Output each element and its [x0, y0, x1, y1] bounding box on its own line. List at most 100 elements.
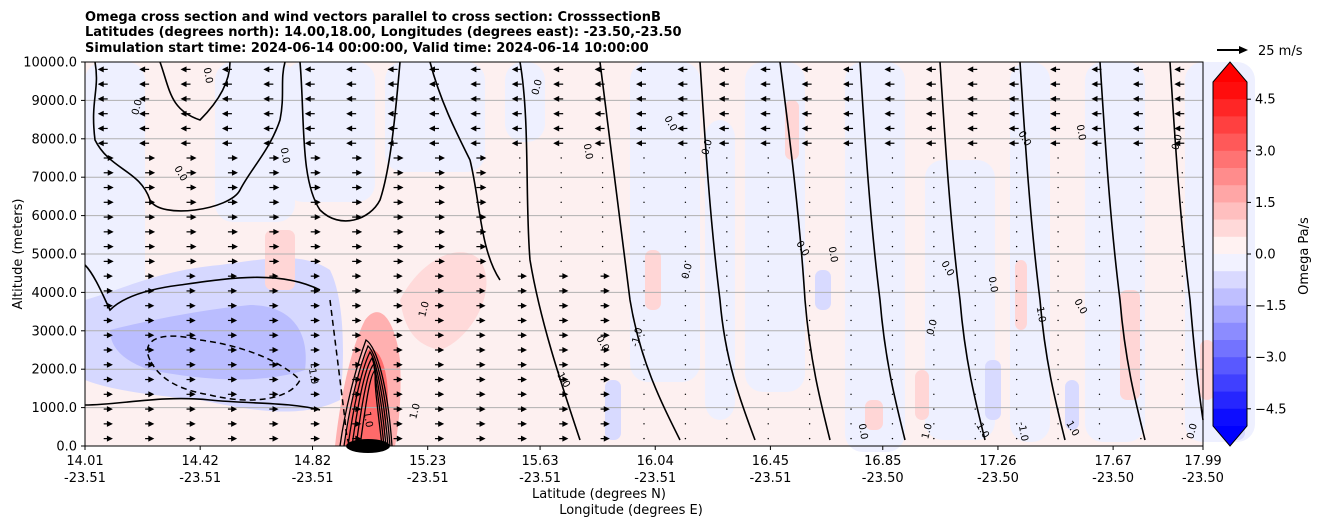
wind-vector	[313, 376, 320, 383]
wind-vector	[479, 273, 486, 280]
wind-vector	[603, 361, 610, 368]
wind-vector	[346, 81, 353, 88]
wind-vector	[684, 216, 687, 218]
y-tick-label: 9000.0	[32, 94, 78, 109]
wind-vector	[1140, 304, 1142, 307]
colorbar-swatch	[1213, 305, 1247, 324]
wind-vector	[1140, 393, 1142, 396]
wind-vector	[149, 258, 156, 265]
wind-vector	[967, 95, 974, 102]
x-axis: 14.01 -23.51 14.42 -23.51 14.82 -23.51 15.23 -2…	[64, 446, 1224, 486]
wind-vector	[97, 95, 104, 102]
x-tick-label-latitude: 16.45	[752, 454, 789, 469]
omega-positive-patch	[915, 370, 929, 420]
wind-vector	[767, 304, 769, 307]
wind-vector	[726, 423, 728, 425]
wind-vector	[221, 95, 228, 102]
wind-vector	[843, 81, 850, 88]
colorbar-swatch	[1213, 271, 1247, 289]
wind-vector	[974, 437, 976, 440]
x-tick-label-longitude: -23.50	[862, 471, 904, 486]
wind-vector	[1140, 319, 1142, 322]
wind-vector	[718, 125, 725, 132]
wind-vector	[273, 228, 280, 235]
wind-vector	[891, 408, 894, 410]
wind-vector	[684, 172, 687, 174]
wind-vector	[636, 66, 642, 73]
wind-vector	[850, 378, 852, 381]
wind-vector	[148, 287, 155, 294]
wind-vector	[148, 361, 155, 368]
wind-vector	[231, 184, 238, 191]
omega-contour-line	[699, 61, 756, 441]
wind-vector	[808, 349, 811, 351]
wind-vector	[560, 260, 562, 263]
wind-vector	[272, 391, 279, 398]
x-tick-label-longitude: -23.51	[519, 471, 561, 486]
wind-vector	[767, 437, 769, 440]
x-tick-label-longitude: -23.50	[1182, 471, 1224, 486]
wind-vector	[356, 243, 363, 250]
wind-vector	[726, 231, 728, 233]
wind-vector	[139, 95, 146, 102]
wind-vector	[933, 216, 935, 218]
wind-vector	[107, 184, 114, 191]
wind-vector	[189, 420, 196, 427]
x-tick-label-latitude: 14.01	[66, 454, 103, 469]
wind-vector	[387, 110, 394, 117]
wind-vector	[396, 347, 403, 353]
wind-vector	[1174, 140, 1181, 147]
wind-vector	[313, 347, 320, 353]
wind-vector	[718, 66, 725, 73]
wind-vector	[519, 172, 521, 174]
wind-vector	[396, 420, 403, 427]
wind-vector	[189, 376, 196, 383]
colorbar-swatch	[1213, 133, 1247, 152]
wind-vector	[843, 66, 850, 73]
wind-vector	[1140, 201, 1142, 204]
wind-vector	[843, 110, 850, 117]
wind-vector	[808, 201, 811, 204]
wind-vector	[221, 81, 228, 88]
wind-vector	[1140, 423, 1142, 425]
wind-vector	[480, 184, 487, 191]
wind-vector	[396, 317, 403, 324]
wind-vector	[438, 287, 445, 294]
wind-vector	[1015, 216, 1018, 218]
wind-vector	[355, 391, 362, 398]
wind-vector	[884, 110, 891, 117]
wind-vector	[304, 125, 311, 132]
wind-vector	[273, 199, 280, 206]
wind-vector	[553, 140, 560, 147]
omega-contour-updraft	[343, 344, 391, 447]
wind-vector	[1057, 408, 1059, 410]
wind-vector	[767, 260, 769, 263]
wind-vector	[553, 125, 560, 132]
wind-vector	[684, 304, 687, 307]
x-tick-label-latitude: 16.04	[637, 454, 674, 469]
wind-vector	[149, 228, 156, 235]
wind-vector	[603, 391, 610, 398]
wind-vector	[1015, 378, 1018, 381]
wind-vector	[560, 172, 562, 174]
wind-vector	[767, 290, 769, 292]
wind-vector	[891, 334, 894, 336]
wind-vector	[97, 125, 104, 132]
wind-vector	[767, 393, 769, 396]
wind-vector	[272, 435, 279, 442]
wind-vector	[397, 258, 404, 265]
wind-vector	[396, 376, 403, 383]
wind-vector	[643, 304, 645, 307]
colorbar-swatch	[1213, 391, 1247, 410]
wind-vector	[925, 125, 932, 132]
wind-vector	[891, 275, 894, 277]
wind-vector	[891, 245, 894, 248]
omega-positive-patch	[400, 252, 487, 350]
colorbar-extend-top	[1213, 62, 1247, 82]
y-tick-label: 5000.0	[32, 248, 78, 263]
wind-vector	[396, 287, 403, 294]
wind-vector	[718, 140, 725, 147]
wind-vector	[519, 216, 521, 218]
wind-vector	[1140, 290, 1142, 292]
wind-vector	[967, 81, 974, 88]
